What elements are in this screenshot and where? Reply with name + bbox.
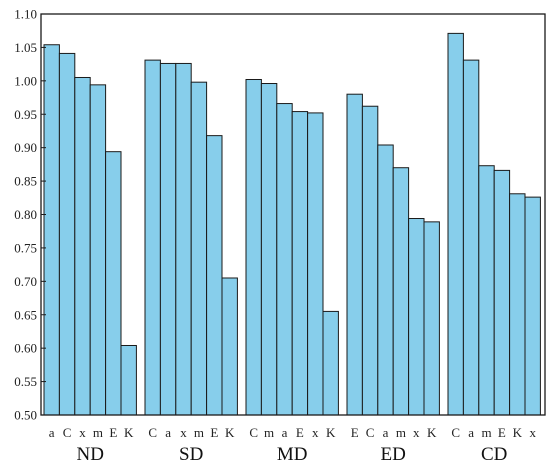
- bars-layer: [43, 32, 541, 416]
- bar-sd-C: [144, 59, 161, 416]
- bar-cd-C: [447, 32, 464, 416]
- bar-nd-m: [89, 84, 107, 416]
- bar-sd-E: [206, 135, 223, 416]
- y-tick-label: 0.65: [14, 307, 37, 322]
- group-label-cd: CD: [481, 444, 507, 465]
- y-tick-label: 0.90: [14, 140, 37, 155]
- bar-ed-x: [408, 218, 425, 416]
- category-label: C: [451, 425, 460, 440]
- bar-nd-C: [58, 52, 76, 416]
- category-label: x: [180, 425, 187, 440]
- y-tick-label: 0.55: [14, 374, 37, 389]
- category-label: E: [210, 425, 218, 440]
- category-label: C: [148, 425, 157, 440]
- category-label: K: [225, 425, 235, 440]
- category-label: a: [383, 425, 389, 440]
- bar-md-a: [276, 103, 293, 416]
- y-tick-label: 1.00: [14, 73, 37, 88]
- y-tick-label: 0.70: [14, 274, 37, 289]
- category-label: E: [498, 425, 506, 440]
- category-label: a: [49, 425, 55, 440]
- category-label: C: [249, 425, 258, 440]
- bar-sd-K: [221, 277, 238, 416]
- bar-nd-x: [74, 76, 91, 416]
- category-label: K: [427, 425, 437, 440]
- category-label: E: [296, 425, 304, 440]
- group-label-sd: SD: [179, 444, 203, 465]
- bar-ed-E: [346, 93, 363, 416]
- category-label: C: [63, 425, 72, 440]
- bar-sd-m: [190, 81, 208, 416]
- y-tick-label: 1.05: [14, 40, 37, 55]
- bar-cd-K: [509, 193, 526, 416]
- bar-cd-a: [462, 59, 480, 416]
- y-tick-label: 0.50: [14, 408, 37, 423]
- category-label: m: [481, 425, 491, 440]
- y-tick-label: 0.60: [14, 341, 37, 356]
- category-label: m: [93, 425, 103, 440]
- category-label: a: [282, 425, 288, 440]
- y-tick-label: 1.10: [14, 7, 37, 22]
- category-label: a: [165, 425, 171, 440]
- y-tick-label: 0.95: [14, 107, 37, 122]
- category-label: x: [529, 425, 536, 440]
- category-label: E: [351, 425, 359, 440]
- y-tick-label: 0.85: [14, 174, 37, 189]
- bar-md-x: [307, 112, 324, 416]
- category-label: x: [413, 425, 420, 440]
- category-label: K: [124, 425, 134, 440]
- y-axis: 0.50 0.55 0.60 0.65 0.70 0.75 0.80 0.85 0.90 0.95…: [14, 7, 46, 423]
- bar-md-m: [260, 83, 278, 416]
- category-label: K: [326, 425, 336, 440]
- bar-cd-x: [524, 196, 541, 416]
- category-label: x: [79, 425, 86, 440]
- category-label: m: [396, 425, 406, 440]
- bar-ed-m: [392, 167, 410, 416]
- category-label: K: [513, 425, 523, 440]
- bar-nd-E: [105, 151, 122, 416]
- bar-cd-m: [478, 165, 495, 416]
- bar-md-E: [291, 111, 309, 416]
- category-label: x: [312, 425, 319, 440]
- group-label-ed: ED: [381, 444, 406, 465]
- category-label: a: [468, 425, 474, 440]
- bar-ed-C: [361, 105, 379, 416]
- bar-md-C: [245, 78, 262, 416]
- category-label: m: [194, 425, 204, 440]
- bar-sd-x: [175, 62, 192, 416]
- bar-nd-K: [120, 344, 137, 416]
- group-label-nd: ND: [76, 444, 103, 465]
- bar-md-K: [322, 310, 339, 416]
- bar-ed-a: [377, 144, 394, 416]
- group-label-md: MD: [277, 444, 308, 465]
- bar-cd-E: [493, 169, 511, 416]
- category-label: E: [109, 425, 117, 440]
- bar-sd-a: [159, 62, 177, 416]
- y-tick-label: 0.75: [14, 240, 37, 255]
- bar-nd-a: [43, 44, 60, 416]
- category-label: C: [366, 425, 375, 440]
- category-label: m: [264, 425, 274, 440]
- y-tick-label: 0.80: [14, 207, 37, 222]
- bar-ed-K: [423, 221, 440, 416]
